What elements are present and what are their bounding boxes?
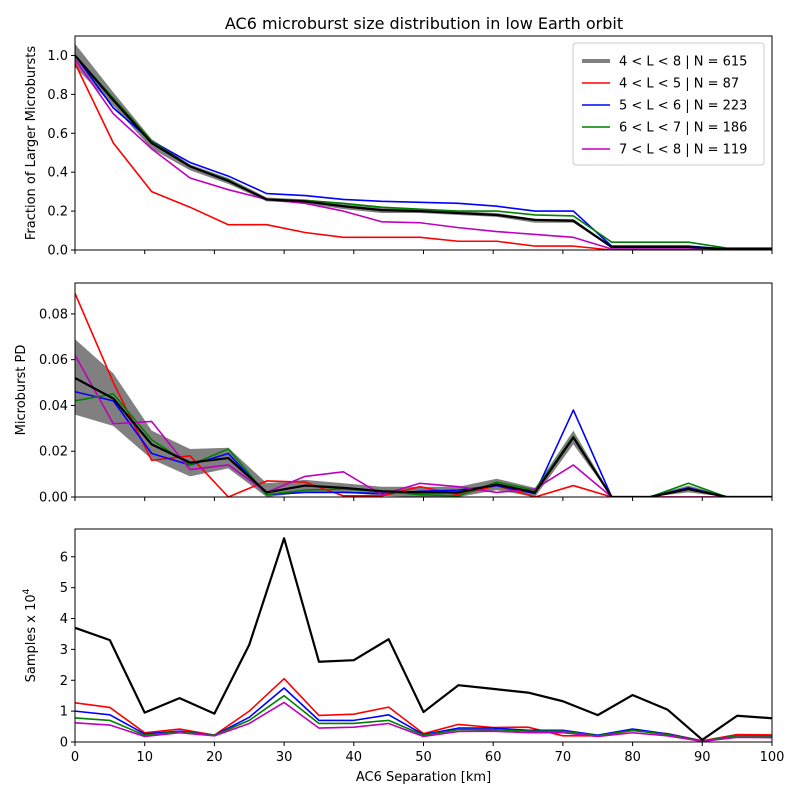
series-line-L67 [75, 694, 772, 742]
y-tick-label: 0.8 [47, 88, 68, 103]
x-tick-label: 80 [624, 750, 641, 765]
x-tick-label: 10 [136, 750, 153, 765]
y-tick-label: 0.04 [39, 399, 68, 414]
y-tick-label: 0.02 [39, 445, 68, 460]
series-line-L78 [75, 58, 772, 250]
panel-1: 0.0 0.2 0.4 0.6 0.8 1.0 Fraction of Larger Mic… [24, 35, 773, 259]
x-tick-label: 20 [206, 750, 223, 765]
legend: 4 < L < 8 | N = 615 4 < L < 5 | N = 87 5 <… [572, 42, 765, 166]
x-tick-label: 60 [485, 750, 502, 765]
y-tick-label: 1 [60, 705, 68, 720]
y-tick-label: 0.0 [47, 244, 68, 259]
y-tick-label: 0.06 [39, 353, 68, 368]
x-tick-label: 70 [555, 750, 572, 765]
y-tick-label: 0 [60, 736, 68, 751]
figure-title: AC6 microburst size distribution in low … [225, 14, 623, 33]
y-axis-label: Fraction of Larger Microbursts [24, 46, 39, 240]
legend-label: 5 < L < 6 | N = 223 [619, 99, 747, 114]
y-tick-label: 0.4 [47, 166, 68, 181]
series-line-L45 [75, 292, 772, 497]
series-line-L67 [75, 393, 772, 497]
panel-2: 0.00 0.02 0.04 0.06 0.08 Microburst PD [14, 282, 773, 506]
plot-area [75, 43, 772, 250]
y-tick-label: 0.08 [39, 307, 68, 322]
series-line-L45 [75, 62, 772, 250]
x-tick-label: 50 [415, 750, 432, 765]
series-line-all [75, 54, 772, 250]
series-line-L78 [75, 701, 772, 742]
y-tick-label: 0.2 [47, 205, 68, 220]
y-axis-label: Microburst PD [14, 345, 29, 436]
legend-label: 7 < L < 8 | N = 119 [619, 143, 747, 158]
plot-area [75, 292, 772, 497]
y-tick-label: 1.0 [47, 49, 68, 64]
panel-3: 0 10 20 30 40 50 60 70 80 90 100 0 1 2 3 4 5 6 Samples x 1… [22, 528, 785, 785]
y-tick-label: 0.00 [39, 491, 68, 506]
y-tick-label: 2 [60, 674, 68, 689]
y-tick-label: 3 [60, 643, 68, 658]
x-tick-label: 30 [276, 750, 293, 765]
legend-label: 6 < L < 7 | N = 186 [619, 121, 747, 136]
legend-label: 4 < L < 5 | N = 87 [619, 77, 739, 92]
chart-panels: 0.0 0.2 0.4 0.6 0.8 1.0 Fraction of Larger Mic… [14, 35, 785, 785]
series-line-all [75, 377, 772, 497]
series-line-L78 [75, 354, 772, 497]
y-tick-label: 0.6 [47, 127, 68, 142]
x-axis-label: AC6 Separation [km] [356, 770, 491, 785]
y-tick-label: 4 [60, 612, 68, 627]
x-tick-label: 40 [346, 750, 363, 765]
plot-area [75, 537, 772, 742]
x-tick-label: 90 [694, 750, 711, 765]
x-tick-label: 100 [760, 750, 785, 765]
y-axis-label: Samples x 104 [22, 588, 39, 682]
y-tick-label: 6 [60, 550, 68, 565]
legend-label: 4 < L < 8 | N = 615 [619, 55, 747, 70]
series-line-all [75, 537, 772, 741]
x-tick-label: 0 [71, 750, 79, 765]
y-tick-label: 5 [60, 581, 68, 596]
legend-box [572, 42, 765, 166]
